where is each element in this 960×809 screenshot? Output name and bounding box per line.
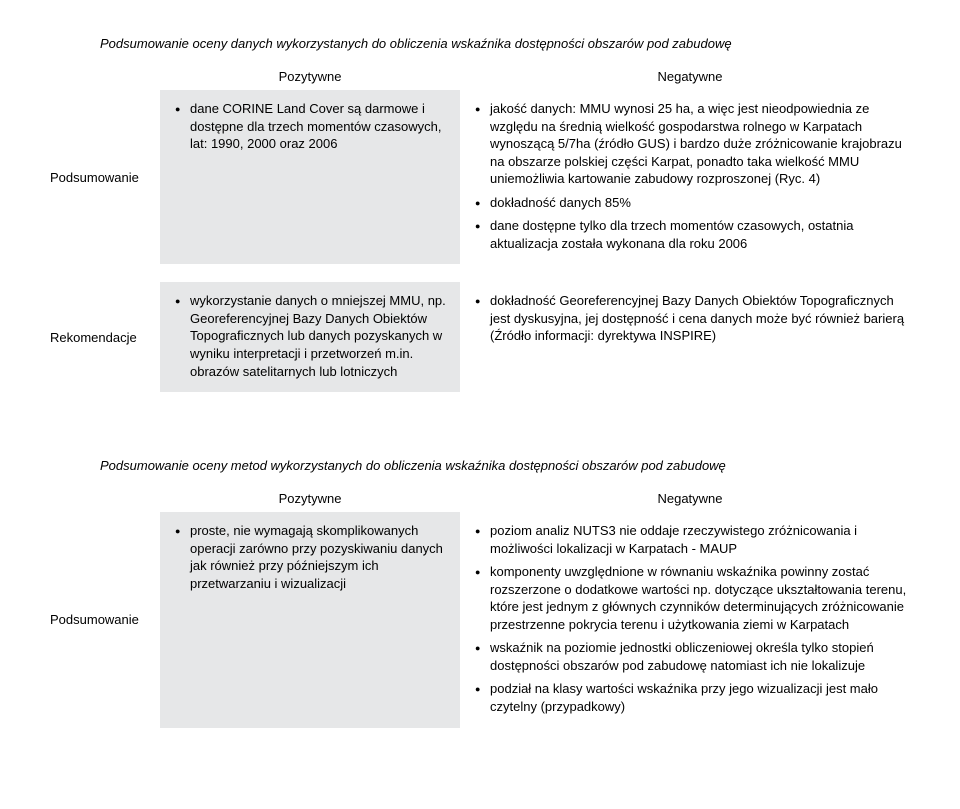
list-item: komponenty uwzględnione w równaniu wskaź… bbox=[490, 563, 910, 633]
list-item: dane dostępne tylko dla trzech momentów … bbox=[490, 217, 910, 252]
list-item: poziom analiz NUTS3 nie oddaje rzeczywis… bbox=[490, 522, 910, 557]
list-item: proste, nie wymagają skomplikowanych ope… bbox=[190, 522, 450, 592]
neg-header: Negatywne bbox=[460, 485, 920, 512]
neg-header: Negatywne bbox=[460, 63, 920, 90]
row-label-podsumowanie: Podsumowanie bbox=[40, 512, 160, 727]
neg-cell: dokładność Georeferencyjnej Bazy Danych … bbox=[460, 282, 920, 392]
section2-table: Pozytywne Negatywne Podsumowanie proste,… bbox=[40, 485, 920, 727]
pos-cell: wykorzystanie danych o mniejszej MMU, np… bbox=[160, 282, 460, 392]
section1-title: Podsumowanie oceny danych wykorzystanych… bbox=[40, 30, 920, 63]
row-label-podsumowanie: Podsumowanie bbox=[40, 90, 160, 264]
section1-table: Pozytywne Negatywne Podsumowanie dane CO… bbox=[40, 63, 920, 392]
empty-header bbox=[40, 63, 160, 90]
neg-cell: jakość danych: MMU wynosi 25 ha, a więc … bbox=[460, 90, 920, 264]
pos-header: Pozytywne bbox=[160, 63, 460, 90]
list-item: dokładność Georeferencyjnej Bazy Danych … bbox=[490, 292, 910, 345]
list-item: podział na klasy wartości wskaźnika przy… bbox=[490, 680, 910, 715]
pos-cell: proste, nie wymagają skomplikowanych ope… bbox=[160, 512, 460, 727]
list-item: wykorzystanie danych o mniejszej MMU, np… bbox=[190, 292, 450, 380]
pos-header: Pozytywne bbox=[160, 485, 460, 512]
list-item: dane CORINE Land Cover są darmowe i dost… bbox=[190, 100, 450, 153]
list-item: dokładność danych 85% bbox=[490, 194, 910, 212]
list-item: jakość danych: MMU wynosi 25 ha, a więc … bbox=[490, 100, 910, 188]
pos-cell: dane CORINE Land Cover są darmowe i dost… bbox=[160, 90, 460, 264]
section2-title: Podsumowanie oceny metod wykorzystanych … bbox=[40, 452, 920, 485]
empty-header bbox=[40, 485, 160, 512]
list-item: wskaźnik na poziomie jednostki obliczeni… bbox=[490, 639, 910, 674]
neg-cell: poziom analiz NUTS3 nie oddaje rzeczywis… bbox=[460, 512, 920, 727]
row-label-rekomendacje: Rekomendacje bbox=[40, 282, 160, 392]
